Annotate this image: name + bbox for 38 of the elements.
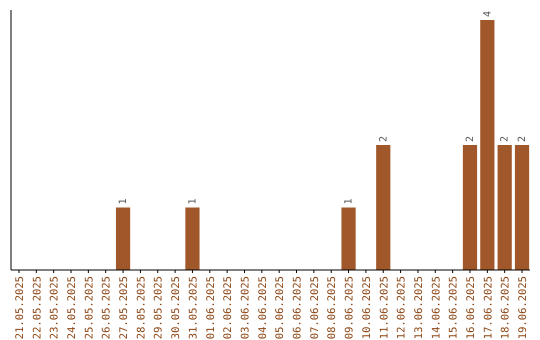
x-tick-label: 09.06.2025 bbox=[344, 276, 356, 340]
x-tick-label: 12.06.2025 bbox=[396, 276, 408, 340]
x-tick-label: 17.06.2025 bbox=[482, 276, 494, 340]
x-tick-label: 30.05.2025 bbox=[170, 276, 182, 340]
x-tick-label: 21.05.2025 bbox=[14, 276, 26, 340]
x-tick-label: 28.05.2025 bbox=[135, 276, 148, 340]
x-tick-label: 14.06.2025 bbox=[430, 276, 442, 340]
data-label: 1 bbox=[344, 198, 355, 204]
x-tick-label: 11.06.2025 bbox=[378, 276, 390, 340]
x-tick-label: 16.06.2025 bbox=[464, 276, 477, 340]
x-tick-label: 01.06.2025 bbox=[204, 276, 217, 340]
x-tick-label: 15.06.2025 bbox=[448, 276, 460, 340]
x-tick-label: 29.05.2025 bbox=[152, 276, 165, 340]
x-tick-label: 02.06.2025 bbox=[222, 276, 234, 340]
x-tick-label: 22.05.2025 bbox=[31, 276, 44, 340]
x-tick-label: 06.06.2025 bbox=[292, 276, 304, 340]
x-tick-label: 05.06.2025 bbox=[274, 276, 286, 340]
data-label: 4 bbox=[482, 10, 494, 17]
x-tick-label: 08.06.2025 bbox=[326, 276, 338, 340]
data-label: 1 bbox=[118, 198, 130, 204]
x-tick-label: 24.05.2025 bbox=[66, 276, 78, 340]
data-label: 2 bbox=[464, 136, 476, 142]
x-tick-label: 31.05.2025 bbox=[187, 276, 200, 340]
data-label: 2 bbox=[500, 136, 511, 142]
x-tick-label: 07.06.2025 bbox=[308, 276, 321, 340]
x-tick-label: 26.05.2025 bbox=[100, 276, 113, 340]
x-tick-label: 27.05.2025 bbox=[118, 276, 130, 340]
x-tick-label: 23.05.2025 bbox=[48, 276, 61, 340]
x-tick-label: 19.06.2025 bbox=[517, 276, 530, 340]
data-label: 2 bbox=[517, 136, 528, 142]
x-tick-label: 25.05.2025 bbox=[83, 276, 96, 340]
x-tick-label: 18.06.2025 bbox=[500, 276, 512, 340]
data-label: 2 bbox=[378, 136, 390, 142]
x-tick-label: 13.06.2025 bbox=[412, 276, 425, 340]
x-tick-label: 10.06.2025 bbox=[360, 276, 373, 340]
x-tick-label: 04.06.2025 bbox=[256, 276, 269, 340]
x-tick-label: 03.06.2025 bbox=[239, 276, 252, 340]
data-label: 1 bbox=[187, 198, 198, 204]
